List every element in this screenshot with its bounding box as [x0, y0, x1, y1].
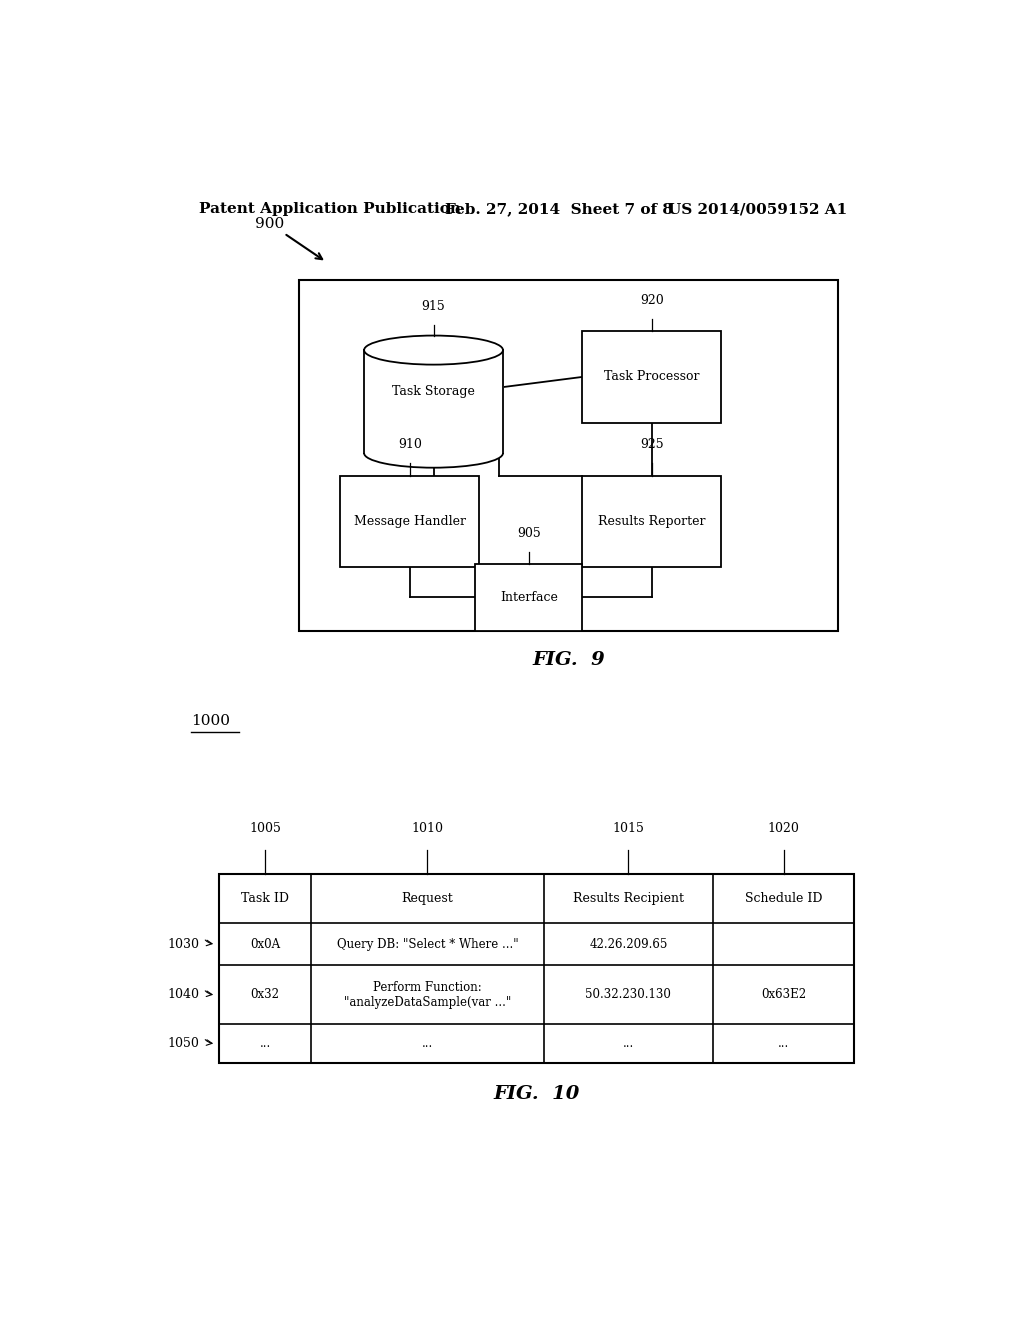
Text: FIG.  9: FIG. 9 [532, 651, 605, 669]
Ellipse shape [365, 335, 503, 364]
Text: 910: 910 [397, 438, 422, 451]
Text: Message Handler: Message Handler [353, 515, 466, 528]
Text: Task Storage: Task Storage [392, 385, 475, 397]
Text: 0x0A: 0x0A [250, 937, 281, 950]
FancyBboxPatch shape [583, 475, 721, 568]
Text: ...: ... [259, 1038, 270, 1051]
Text: ...: ... [778, 1038, 790, 1051]
Text: 905: 905 [517, 527, 541, 540]
FancyBboxPatch shape [299, 280, 839, 631]
Text: 0x32: 0x32 [251, 989, 280, 1002]
Text: 1000: 1000 [191, 714, 230, 727]
Text: Query DB: "Select * Where ...": Query DB: "Select * Where ..." [337, 937, 518, 950]
FancyBboxPatch shape [364, 350, 504, 453]
Text: Schedule ID: Schedule ID [744, 892, 822, 904]
Text: 900: 900 [255, 216, 323, 259]
Text: Feb. 27, 2014  Sheet 7 of 8: Feb. 27, 2014 Sheet 7 of 8 [445, 202, 674, 216]
Text: 915: 915 [422, 300, 445, 313]
Text: 1050: 1050 [168, 1038, 200, 1051]
Text: 1010: 1010 [412, 822, 443, 836]
FancyBboxPatch shape [219, 874, 854, 1063]
Text: US 2014/0059152 A1: US 2014/0059152 A1 [668, 202, 847, 216]
Ellipse shape [365, 438, 503, 467]
Text: Patent Application Publication: Patent Application Publication [200, 202, 462, 216]
Text: 1030: 1030 [167, 937, 200, 950]
Text: 50.32.230.130: 50.32.230.130 [586, 989, 672, 1002]
FancyBboxPatch shape [365, 350, 503, 453]
Text: Perform Function:
"analyzeDataSample(var ...": Perform Function: "analyzeDataSample(var… [344, 981, 511, 1008]
Text: Request: Request [401, 892, 454, 904]
Text: Results Reporter: Results Reporter [598, 515, 706, 528]
Text: 925: 925 [640, 438, 664, 451]
Text: Interface: Interface [500, 591, 558, 605]
FancyBboxPatch shape [583, 331, 721, 422]
Text: 1020: 1020 [768, 822, 800, 836]
Text: 1015: 1015 [612, 822, 644, 836]
Text: 0x63E2: 0x63E2 [761, 989, 806, 1002]
Text: 920: 920 [640, 294, 664, 306]
Text: 42.26.209.65: 42.26.209.65 [589, 937, 668, 950]
Text: Results Recipient: Results Recipient [572, 892, 684, 904]
Text: FIG.  10: FIG. 10 [494, 1085, 580, 1104]
Text: 1040: 1040 [167, 989, 200, 1002]
FancyBboxPatch shape [340, 475, 479, 568]
Text: ...: ... [422, 1038, 433, 1051]
Text: Task Processor: Task Processor [604, 371, 699, 383]
FancyBboxPatch shape [475, 565, 583, 631]
Text: Task ID: Task ID [241, 892, 289, 904]
Text: 1005: 1005 [249, 822, 281, 836]
Text: ...: ... [623, 1038, 634, 1051]
